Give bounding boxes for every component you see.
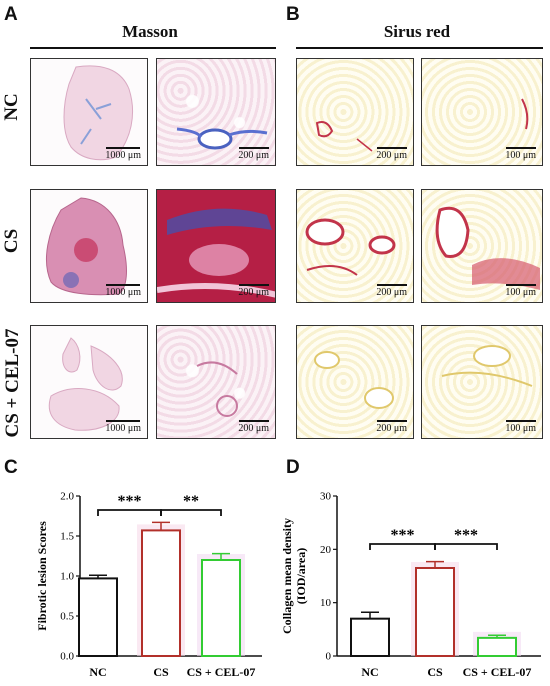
scalebar-sirius-cel-high: 100 μm bbox=[505, 420, 536, 434]
vessel-nc-shape bbox=[176, 127, 268, 150]
y-tick-label: 0.5 bbox=[60, 611, 74, 623]
scalebar-sirius-nc-low: 200 μm bbox=[376, 147, 407, 161]
y-axis-label: Collagen mean density bbox=[280, 518, 294, 634]
x-tick-label: CS bbox=[153, 665, 169, 679]
significance-label: ** bbox=[183, 493, 199, 510]
bar bbox=[141, 529, 181, 657]
bar bbox=[78, 577, 118, 657]
micrograph-masson-cel-low: 1000 μm bbox=[30, 325, 148, 439]
panel-label-b: B bbox=[286, 4, 300, 25]
y-tick-label: 30 bbox=[320, 491, 332, 503]
panel-label-c: C bbox=[4, 457, 18, 478]
y-tick-label: 0 bbox=[326, 651, 332, 663]
bar bbox=[477, 636, 517, 658]
sirius-title: Sirus red bbox=[383, 22, 451, 41]
lung-lobe-nc-shape bbox=[63, 65, 134, 161]
sirius-cs-high-shape bbox=[435, 206, 540, 290]
y-tick-label: 0.0 bbox=[60, 651, 74, 663]
lung-lobe-cel-shape bbox=[48, 337, 123, 431]
masson-title-line bbox=[30, 47, 276, 49]
scalebar-masson-cs-low: 1000 μm bbox=[105, 284, 141, 298]
bar bbox=[415, 567, 455, 657]
micrograph-masson-cs-high: 200 μm bbox=[156, 189, 276, 303]
scalebar-masson-cel-low: 1000 μm bbox=[105, 420, 141, 434]
bar bbox=[350, 617, 390, 658]
significance-bracket bbox=[369, 543, 436, 550]
scalebar-sirius-nc-high: 100 μm bbox=[505, 147, 536, 161]
scalebar-masson-nc-high: 200 μm bbox=[238, 147, 269, 161]
significance-bracket bbox=[160, 509, 222, 516]
sirius-title-line bbox=[296, 47, 543, 49]
y-tick-label: 10 bbox=[320, 597, 332, 609]
row-label-cs: CS bbox=[1, 228, 22, 254]
row-label-nc: NC bbox=[1, 93, 22, 121]
micrograph-sirius-cs-high: 100 μm bbox=[421, 189, 543, 303]
significance-label: *** bbox=[118, 493, 142, 510]
micrograph-sirius-nc-low: 200 μm bbox=[296, 58, 414, 166]
scalebar-masson-cel-high: 200 μm bbox=[238, 420, 269, 434]
x-tick-label: NC bbox=[89, 665, 106, 679]
significance-bracket bbox=[97, 509, 162, 516]
panel-label-a: A bbox=[4, 4, 18, 25]
micrograph-sirius-nc-high: 100 μm bbox=[421, 58, 543, 166]
sirius-nc-low-shape bbox=[315, 121, 373, 152]
micrograph-sirius-cel-low: 200 μm bbox=[296, 325, 414, 439]
x-tick-label: CS + CEL-07 bbox=[187, 665, 256, 679]
y-tick-label: 20 bbox=[320, 544, 332, 556]
lung-lobe-cs-shape bbox=[45, 197, 127, 296]
masson-cel-high-shape bbox=[196, 361, 238, 417]
y-tick-label: 1.5 bbox=[60, 531, 74, 543]
scalebar-masson-nc-low: 1000 μm bbox=[105, 147, 141, 161]
chart-collagen-mean-density: 0 10 20 30 Collagen mean density (IOD/area) NC… bbox=[280, 491, 541, 679]
sirius-cel-high-shape bbox=[441, 345, 533, 387]
y-tick-label: 1.0 bbox=[60, 571, 74, 583]
y-axis-label-line2: (IOD/area) bbox=[294, 548, 308, 604]
sirius-cs-low-shape bbox=[305, 218, 396, 276]
micrograph-sirius-cel-high: 100 μm bbox=[421, 325, 543, 439]
chart-fibrotic-lesion-scores: 0.0 0.5 1.0 1.5 2.0 Fibrotic lesion Scores NC C… bbox=[35, 491, 262, 679]
micrograph-masson-cel-high: 200 μm bbox=[156, 325, 276, 439]
micrograph-masson-cs-low: 1000 μm bbox=[30, 189, 148, 303]
micrograph-masson-nc-low: 1000 μm bbox=[30, 58, 148, 166]
scalebar-masson-cs-high: 200 μm bbox=[238, 284, 269, 298]
micrograph-masson-nc-high: 200 μm bbox=[156, 58, 276, 166]
bar bbox=[201, 559, 241, 657]
panel-label-d: D bbox=[286, 457, 300, 478]
y-axis-label: Fibrotic lesion Scores bbox=[35, 521, 49, 631]
y-tick-label: 2.0 bbox=[60, 491, 74, 503]
scalebar-sirius-cel-low: 200 μm bbox=[376, 420, 407, 434]
x-tick-label: CS + CEL-07 bbox=[463, 665, 532, 679]
significance-bracket bbox=[434, 543, 498, 550]
sirius-nc-high-shape bbox=[521, 98, 529, 130]
row-label-cs-cel07: CS + CEL-07 bbox=[2, 328, 23, 438]
masson-title: Masson bbox=[122, 22, 178, 41]
scalebar-sirius-cs-low: 200 μm bbox=[376, 284, 407, 298]
micrograph-sirius-cs-low: 200 μm bbox=[296, 189, 414, 303]
x-tick-label: NC bbox=[361, 665, 378, 679]
significance-label: *** bbox=[391, 527, 415, 544]
scalebar-sirius-cs-high: 100 μm bbox=[505, 284, 536, 298]
sirius-cel-low-shape bbox=[314, 351, 394, 409]
significance-label: *** bbox=[454, 527, 478, 544]
x-tick-label: CS bbox=[427, 665, 443, 679]
masson-cs-high-shape bbox=[157, 190, 275, 302]
